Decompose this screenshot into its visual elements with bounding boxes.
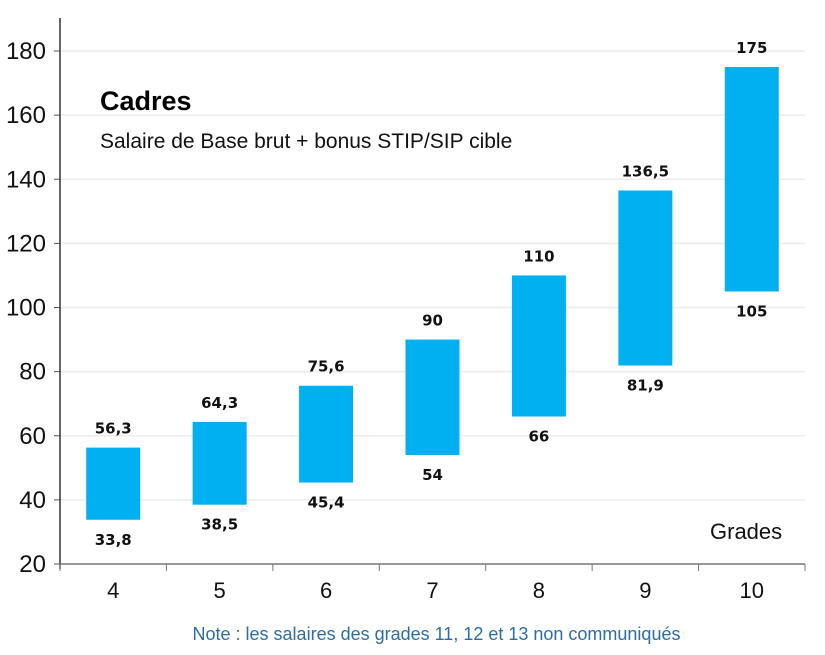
- y-tick-label: 140: [6, 166, 46, 193]
- x-tick-label: 10: [740, 578, 764, 603]
- x-axis-label: Grades: [710, 519, 783, 544]
- data-label-low: 54: [422, 466, 443, 484]
- bar-grade-7: [405, 339, 460, 455]
- y-tick-label: 100: [6, 295, 46, 322]
- data-label-high: 136,5: [622, 162, 669, 180]
- data-label-low: 38,5: [201, 516, 238, 534]
- data-label-low: 45,4: [308, 494, 345, 512]
- y-tick-label: 120: [6, 230, 46, 257]
- x-tick-label: 7: [426, 578, 438, 603]
- data-label-low: 66: [528, 428, 549, 446]
- x-tick-label: 4: [107, 578, 119, 603]
- data-label-high: 175: [736, 39, 767, 57]
- bar-grade-8: [511, 275, 566, 417]
- y-tick-label: 20: [19, 551, 46, 578]
- data-label-high: 64,3: [201, 394, 238, 412]
- bar-grade-9: [618, 190, 673, 366]
- bar-grade-5: [192, 421, 247, 505]
- data-label-high: 75,6: [308, 358, 345, 376]
- data-label-low: 33,8: [95, 531, 132, 549]
- data-label-low: 105: [736, 302, 767, 320]
- chart-subtitle: Salaire de Base brut + bonus STIP/SIP ci…: [100, 130, 513, 153]
- data-label-high: 110: [523, 247, 554, 265]
- data-label-high: 56,3: [95, 420, 132, 438]
- y-tick-label: 160: [6, 102, 46, 129]
- x-tick-label: 9: [639, 578, 651, 603]
- x-tick-label: 6: [320, 578, 332, 603]
- bar-grade-10: [724, 67, 779, 292]
- y-tick-label: 180: [6, 38, 46, 65]
- chart-title: Cadres: [100, 86, 192, 116]
- y-tick-label: 40: [19, 487, 46, 514]
- x-tick-label: 5: [214, 578, 226, 603]
- y-tick-label: 60: [19, 423, 46, 450]
- bar-grade-4: [86, 447, 141, 520]
- data-label-high: 90: [422, 312, 443, 330]
- data-label-low: 81,9: [627, 377, 664, 395]
- y-tick-label: 80: [19, 359, 46, 386]
- footnote: Note : les salaires des grades 11, 12 et…: [192, 624, 681, 644]
- x-tick-label: 8: [533, 578, 545, 603]
- bar-grade-6: [299, 385, 354, 483]
